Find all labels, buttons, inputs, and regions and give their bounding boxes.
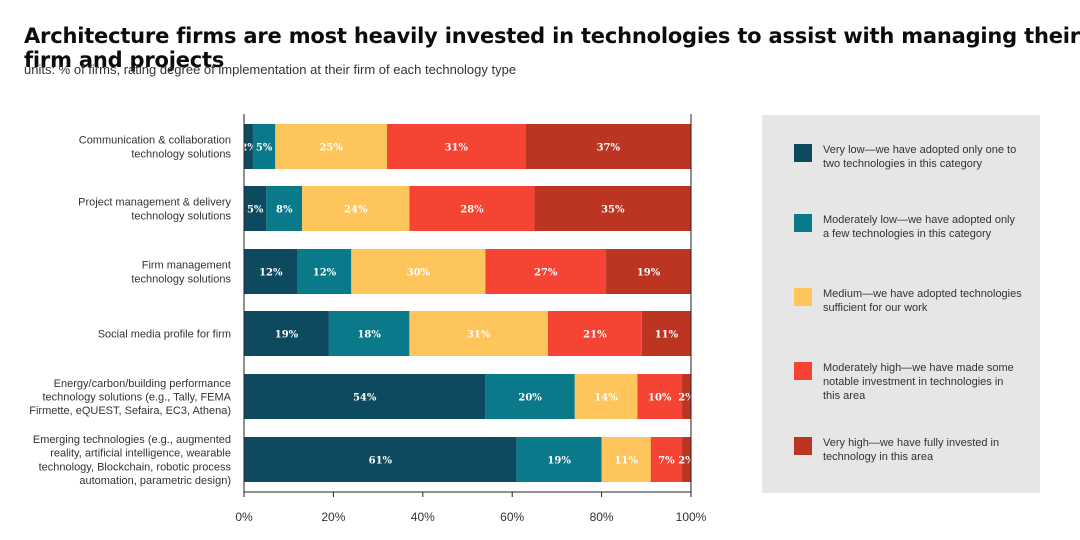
data-label: 10% <box>648 393 672 404</box>
data-label: 27% <box>534 268 558 279</box>
legend-label-line: sufficient for our work <box>823 302 928 314</box>
data-label: 21% <box>583 330 607 341</box>
data-label: 8% <box>276 205 293 216</box>
bar-segment <box>574 374 638 419</box>
legend-label-line: Very high—we have fully invested in <box>823 437 1000 449</box>
bar-segment <box>244 249 298 294</box>
bar-segment <box>328 311 410 356</box>
legend-label: Very high—we have fully invested in techn… <box>823 436 1035 464</box>
legend-swatch <box>794 437 812 455</box>
bar-segment <box>252 124 276 169</box>
data-label: 11% <box>655 330 679 341</box>
data-label: 2% <box>678 456 695 467</box>
x-tick-label: 100% <box>676 510 707 524</box>
bar-segment <box>485 374 575 419</box>
bar-segment <box>637 374 683 419</box>
category-label: Firm management technology solutions <box>131 260 231 286</box>
data-label: 35% <box>601 205 625 216</box>
bar-segment <box>275 124 388 169</box>
x-tick-label: 80% <box>590 510 614 524</box>
bar-segment <box>302 186 410 231</box>
bar-segment <box>682 374 691 419</box>
legend-label-line: technology in this area <box>823 451 934 463</box>
data-label: 61% <box>369 456 393 467</box>
category-label: Communication & collaboration technology … <box>79 135 232 161</box>
data-label: 11% <box>614 456 638 467</box>
data-label: 19% <box>547 456 571 467</box>
bar-segment <box>516 437 602 482</box>
chart-subtitle: units: % of firms, rating degree of impl… <box>24 62 517 77</box>
data-label: 2% <box>678 393 695 404</box>
data-label: 19% <box>637 268 661 279</box>
legend-label: Medium—we have adopted technologies suffi… <box>823 287 1035 315</box>
x-tick-label: 60% <box>500 510 524 524</box>
x-tick-label: 20% <box>321 510 345 524</box>
bar-segment <box>409 186 535 231</box>
x-tick-label: 0% <box>235 510 253 524</box>
data-label: 25% <box>319 143 343 154</box>
legend-label-line: notable investment in technologies in <box>823 376 1004 388</box>
legend-label-line: a few technologies in this category <box>823 228 992 240</box>
legend-label: Moderately low—we have adopted only a few… <box>823 213 1035 241</box>
bar-segment <box>547 311 642 356</box>
data-label: 12% <box>313 268 337 279</box>
category-label: Project management & delivery technology … <box>78 197 231 223</box>
category-label: Social media profile for firm <box>98 329 231 341</box>
bar-segment <box>485 249 607 294</box>
bar-segment <box>244 437 517 482</box>
data-label: 31% <box>467 330 491 341</box>
bar-segment <box>641 311 691 356</box>
data-label: 24% <box>344 205 368 216</box>
bar-segment <box>525 124 691 169</box>
data-label: 31% <box>445 143 469 154</box>
data-label: 54% <box>353 393 377 404</box>
stacked-bar-chart: 2% 5% 25% 31% 37%Communication & collaborati… <box>29 114 707 524</box>
data-label: 12% <box>259 268 283 279</box>
bar-segment <box>244 186 267 231</box>
data-label: 5% <box>256 143 273 154</box>
legend-swatch <box>794 144 812 162</box>
legend-swatch <box>794 362 812 380</box>
bar-segment <box>601 437 651 482</box>
bar-segment <box>297 249 352 294</box>
legend-label-line: Moderately low—we have adopted only <box>823 214 1016 226</box>
legend-label: Very low—we have adopted only one to two … <box>823 143 1035 171</box>
x-tick-label: 40% <box>411 510 435 524</box>
legend-label-line: this area <box>823 390 866 402</box>
legend-label-line: Medium—we have adopted technologies <box>823 288 1022 300</box>
data-label: 18% <box>357 330 381 341</box>
bar-segment <box>244 124 253 169</box>
legend-swatch <box>794 214 812 232</box>
category-label: Emerging technologies (e.g., augmented re… <box>33 434 232 487</box>
bar-segment <box>682 437 691 482</box>
bar-segment <box>606 249 691 294</box>
data-label: 14% <box>594 393 618 404</box>
bar-segment <box>650 437 683 482</box>
category-label: Energy/carbon/building performance techno… <box>29 378 231 417</box>
data-label: 2% <box>240 143 257 154</box>
bar-segment <box>244 311 329 356</box>
legend: Very low—we have adopted only one to two … <box>762 115 1040 493</box>
legend-label: Moderately high—we have made some notable… <box>823 361 1035 403</box>
data-label: 20% <box>518 393 542 404</box>
data-label: 37% <box>597 143 621 154</box>
data-label: 19% <box>275 330 299 341</box>
bar-segment <box>387 124 526 169</box>
chart-title: Architecture firms are most heavily inve… <box>24 24 1080 72</box>
legend-label-line: Moderately high—we have made some <box>823 362 1014 374</box>
legend-swatch <box>794 288 812 306</box>
data-label: 30% <box>407 268 431 279</box>
data-label: 5% <box>247 205 264 216</box>
bar-segment <box>266 186 303 231</box>
legend-label-line: Very low—we have adopted only one to <box>823 144 1017 156</box>
bar-segment <box>244 374 486 419</box>
data-label: 28% <box>460 205 484 216</box>
data-label: 7% <box>658 456 675 467</box>
bar-segment <box>351 249 486 294</box>
bar-segment <box>409 311 548 356</box>
bar-segment <box>534 186 691 231</box>
legend-label-line: two technologies in this category <box>823 158 982 170</box>
